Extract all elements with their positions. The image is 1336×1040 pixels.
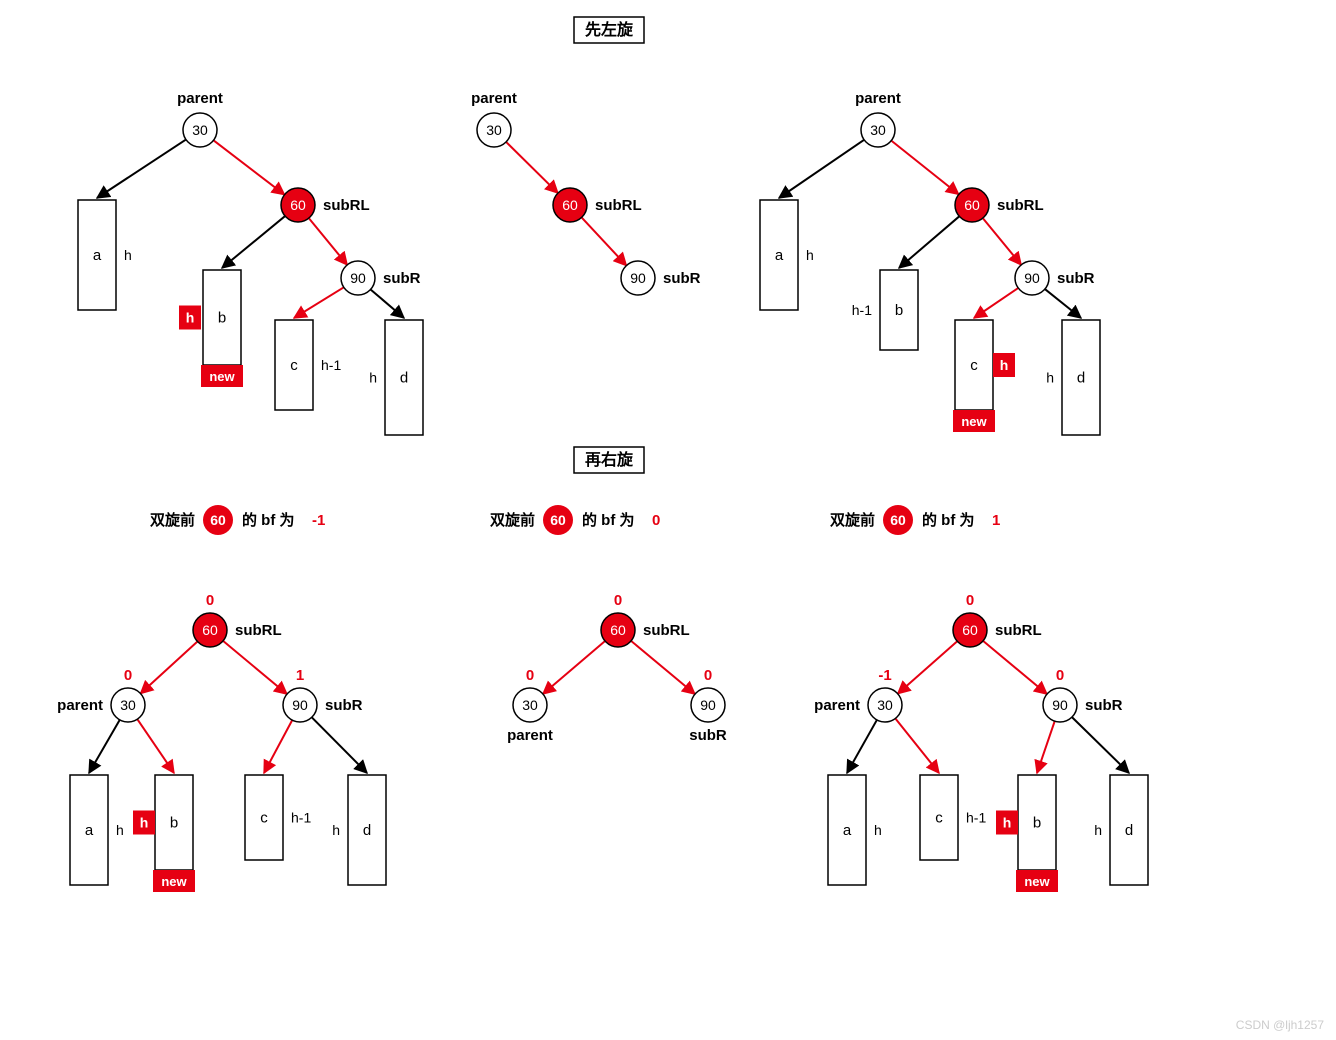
svg-text:60: 60 <box>964 197 980 213</box>
svg-text:a: a <box>843 822 852 839</box>
svg-text:h: h <box>806 247 814 263</box>
svg-text:0: 0 <box>652 512 660 529</box>
svg-text:0: 0 <box>206 592 214 609</box>
svg-text:h: h <box>140 815 149 831</box>
svg-text:subR: subR <box>1085 697 1123 714</box>
svg-text:先左旋: 先左旋 <box>585 20 634 39</box>
svg-text:b: b <box>170 815 178 832</box>
svg-text:90: 90 <box>700 697 716 713</box>
svg-text:h: h <box>874 822 882 838</box>
svg-text:90: 90 <box>350 270 366 286</box>
svg-text:30: 30 <box>486 122 502 138</box>
diagram-canvas: 先左旋再右旋双旋前 60 的 bf 为 -1 双旋前 60 的 bf 为 0 双旋前 60 的 bf… <box>0 0 1336 1040</box>
svg-text:subR: subR <box>325 697 363 714</box>
watermark: CSDN @ljh1257 <box>1236 1018 1324 1032</box>
svg-text:再右旋: 再右旋 <box>585 450 634 469</box>
svg-text:subRL: subRL <box>323 197 370 214</box>
svg-text:30: 30 <box>877 697 893 713</box>
svg-text:new: new <box>161 874 187 889</box>
svg-text:-1: -1 <box>312 512 325 529</box>
svg-text:subR: subR <box>383 270 421 287</box>
svg-text:30: 30 <box>870 122 886 138</box>
svg-text:0: 0 <box>1056 667 1064 684</box>
svg-text:60: 60 <box>890 512 906 528</box>
svg-text:60: 60 <box>550 512 566 528</box>
svg-text:60: 60 <box>290 197 306 213</box>
svg-text:60: 60 <box>562 197 578 213</box>
svg-text:90: 90 <box>1052 697 1068 713</box>
svg-text:parent: parent <box>177 90 223 107</box>
svg-text:0: 0 <box>614 592 622 609</box>
svg-text:h: h <box>369 370 377 386</box>
svg-text:0: 0 <box>704 667 712 684</box>
svg-text:subR: subR <box>663 270 701 287</box>
svg-text:new: new <box>209 369 235 384</box>
svg-text:90: 90 <box>292 697 308 713</box>
svg-text:-1: -1 <box>878 667 891 684</box>
svg-text:c: c <box>935 810 943 827</box>
svg-text:subRL: subRL <box>643 622 690 639</box>
svg-text:双旋前: 双旋前 <box>830 511 875 529</box>
svg-text:双旋前: 双旋前 <box>150 511 195 529</box>
svg-text:subRL: subRL <box>995 622 1042 639</box>
svg-text:h-1: h-1 <box>291 810 311 826</box>
svg-text:subRL: subRL <box>595 197 642 214</box>
svg-text:d: d <box>1125 822 1133 839</box>
svg-text:1: 1 <box>992 512 1000 529</box>
svg-text:h: h <box>332 822 340 838</box>
svg-text:d: d <box>400 370 408 387</box>
svg-text:0: 0 <box>526 667 534 684</box>
svg-text:90: 90 <box>630 270 646 286</box>
svg-text:30: 30 <box>192 122 208 138</box>
svg-text:60: 60 <box>202 622 218 638</box>
svg-text:c: c <box>970 357 978 374</box>
svg-text:h-1: h-1 <box>966 810 986 826</box>
svg-text:c: c <box>290 357 298 374</box>
svg-text:1: 1 <box>296 667 304 684</box>
svg-text:a: a <box>85 822 94 839</box>
svg-text:a: a <box>775 247 784 264</box>
svg-text:d: d <box>1077 370 1085 387</box>
svg-text:h: h <box>1094 822 1102 838</box>
svg-text:parent: parent <box>471 90 517 107</box>
svg-text:30: 30 <box>120 697 136 713</box>
svg-text:parent: parent <box>814 697 860 714</box>
svg-text:h: h <box>116 822 124 838</box>
svg-text:subRL: subRL <box>235 622 282 639</box>
svg-text:的 bf 为: 的 bf 为 <box>922 511 975 529</box>
svg-text:的 bf 为: 的 bf 为 <box>242 511 295 529</box>
svg-text:subR: subR <box>689 727 727 744</box>
svg-text:的 bf 为: 的 bf 为 <box>582 511 635 529</box>
svg-text:parent: parent <box>855 90 901 107</box>
svg-text:60: 60 <box>210 512 226 528</box>
svg-text:60: 60 <box>610 622 626 638</box>
svg-text:h-1: h-1 <box>852 302 872 318</box>
svg-text:90: 90 <box>1024 270 1040 286</box>
svg-text:d: d <box>363 822 371 839</box>
svg-text:h: h <box>1000 357 1009 373</box>
svg-text:h: h <box>1046 370 1054 386</box>
svg-text:h: h <box>124 247 132 263</box>
svg-text:b: b <box>1033 815 1041 832</box>
svg-text:h: h <box>1003 815 1012 831</box>
svg-text:b: b <box>895 302 903 319</box>
svg-text:parent: parent <box>57 697 103 714</box>
svg-text:parent: parent <box>507 727 553 744</box>
svg-text:new: new <box>961 414 987 429</box>
svg-text:c: c <box>260 810 268 827</box>
svg-text:30: 30 <box>522 697 538 713</box>
svg-text:new: new <box>1024 874 1050 889</box>
svg-text:60: 60 <box>962 622 978 638</box>
svg-text:h-1: h-1 <box>321 357 341 373</box>
svg-text:subR: subR <box>1057 270 1095 287</box>
svg-text:b: b <box>218 310 226 327</box>
svg-text:0: 0 <box>124 667 132 684</box>
svg-text:0: 0 <box>966 592 974 609</box>
svg-text:a: a <box>93 247 102 264</box>
svg-text:subRL: subRL <box>997 197 1044 214</box>
svg-text:双旋前: 双旋前 <box>490 511 535 529</box>
svg-text:h: h <box>186 310 195 326</box>
